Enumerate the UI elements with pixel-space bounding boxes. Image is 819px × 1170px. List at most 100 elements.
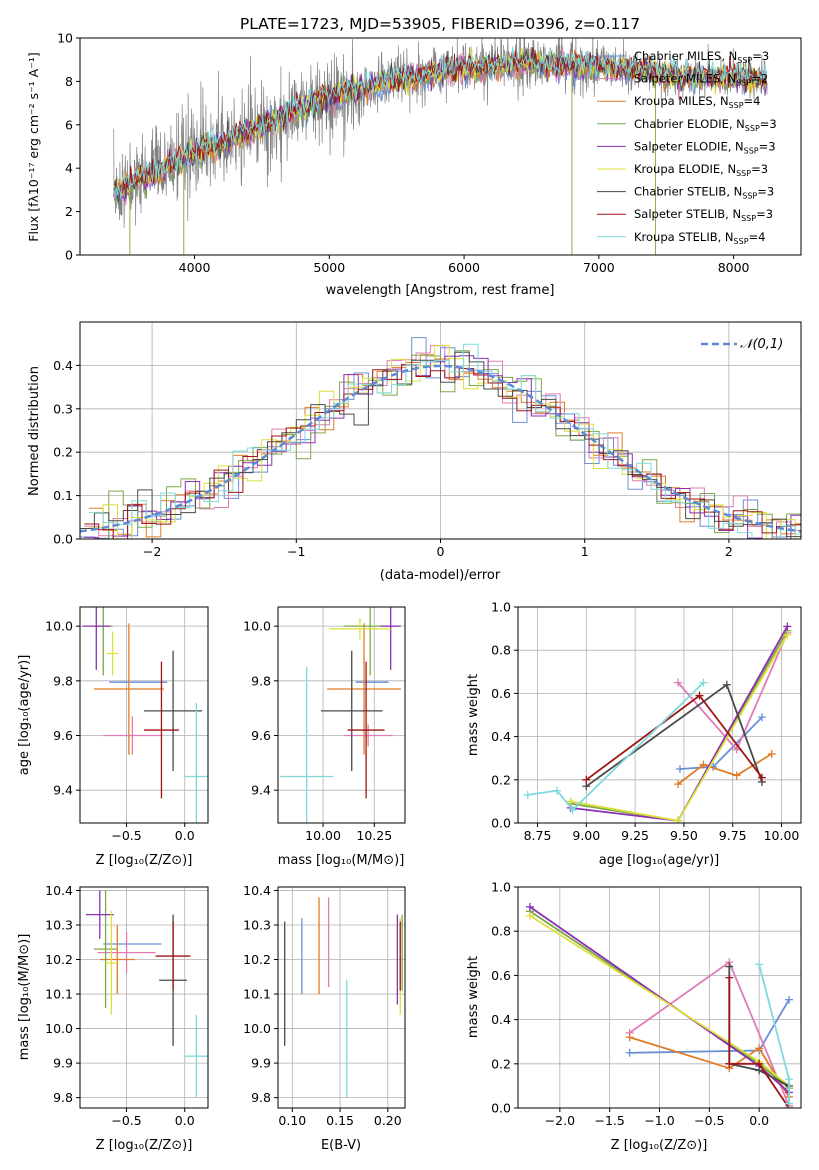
weight-marker bbox=[722, 680, 731, 689]
xlabel-spectrum: wavelength [Angstrom, rest frame] bbox=[326, 283, 555, 298]
weight-marker bbox=[625, 1033, 634, 1042]
weight-marker bbox=[582, 775, 591, 784]
xtick-label: 1 bbox=[581, 544, 589, 559]
ytick-label: 0.4 bbox=[491, 729, 511, 744]
errorbar-point bbox=[93, 623, 164, 755]
weight-line bbox=[728, 977, 790, 1108]
errorbar-point bbox=[380, 607, 401, 670]
weight-marker bbox=[732, 771, 741, 780]
ytick-label: 4 bbox=[65, 161, 73, 176]
ytick-label: 8 bbox=[65, 74, 73, 89]
errorbar-point bbox=[144, 661, 179, 799]
axes-frame-age-vs-mass bbox=[277, 606, 406, 824]
panel-weight-vs-age: 8.75 9.00 9.25 9.50 9.75 10.00 0.0 0.2 0.4 0.6 0.8… bbox=[466, 600, 802, 868]
axes-frame-mass-vs-EBV bbox=[277, 886, 406, 1109]
ytick-label: 2 bbox=[65, 204, 73, 219]
ytick-label: 10.0 bbox=[45, 619, 73, 634]
weight-series bbox=[566, 622, 792, 823]
ylabel-weight-vs-Z: mass weight bbox=[466, 956, 481, 1038]
weight-marker bbox=[525, 902, 534, 911]
xtick-label: 0 bbox=[437, 544, 445, 559]
errorbar-point bbox=[93, 890, 118, 1008]
xtick-label: −1 bbox=[287, 544, 305, 559]
weight-marker bbox=[674, 816, 683, 823]
errorbar-point bbox=[321, 650, 383, 772]
ytick-label: 1.0 bbox=[491, 880, 511, 895]
xtick-label: −2 bbox=[143, 544, 161, 559]
ytick-label: 9.8 bbox=[53, 1090, 73, 1105]
weight-marker bbox=[785, 1075, 794, 1084]
panel-spectrum: 4000 5000 6000 7000 8000 0 2 4 6 8 10 wavelength [… bbox=[26, 31, 802, 298]
panel-age-vs-Z: −0.5 0.0 9.4 9.6 9.8 10.0 Z [log₁₀(Z/Z⊙)] age… bbox=[17, 606, 209, 868]
ylabel-spectrum: Flux [fλ10⁻¹⁷ erg cm⁻² s⁻¹ A⁻¹] bbox=[26, 52, 41, 241]
residual-histogram bbox=[84, 355, 801, 539]
xlabel-age-vs-mass: mass [log₁₀(M/M⊙)] bbox=[278, 853, 405, 868]
legend-entry: Chabrier STELIB, NSSP=3 bbox=[634, 185, 774, 201]
weight-marker bbox=[783, 622, 792, 631]
weight-marker bbox=[767, 749, 776, 758]
panel-weight-vs-Z: −2.0 −1.5 −1.0 −0.5 0.0 0.0 0.2 0.4 0.6 0.8 1.0 Z … bbox=[466, 880, 802, 1153]
ytick-label: 0.0 bbox=[491, 816, 511, 831]
xtick-label: 9.00 bbox=[572, 828, 600, 843]
legend-entry: Chabrier MILES, NSSP=3 bbox=[634, 49, 769, 65]
weight-series bbox=[582, 680, 766, 791]
ytick-label: 10 bbox=[57, 31, 73, 46]
weight-line bbox=[570, 630, 789, 822]
ytick-label: 0.2 bbox=[491, 772, 511, 787]
xtick-label: 7000 bbox=[583, 260, 615, 275]
xtick-label: 0.15 bbox=[326, 1113, 354, 1128]
residual-histogram bbox=[88, 343, 801, 539]
weight-marker bbox=[566, 797, 575, 806]
errorbar-point bbox=[103, 716, 162, 755]
weight-marker bbox=[674, 678, 683, 687]
axes-frame-mass-vs-Z bbox=[79, 886, 209, 1109]
xlabel-mass-vs-EBV: E(B-V) bbox=[321, 1138, 361, 1153]
ylabel-mass-vs-Z: mass [log₁₀(M/M⊙)] bbox=[17, 934, 32, 1061]
ylabel-weight-vs-age: mass weight bbox=[466, 674, 481, 756]
weight-marker bbox=[568, 806, 577, 815]
errorbar-point bbox=[105, 911, 118, 1015]
legend-entry: Kroupa STELIB, NSSP=4 bbox=[634, 230, 765, 246]
xtick-label: 10.00 bbox=[764, 828, 800, 843]
xlabel-residuals: (data-model)/error bbox=[380, 568, 501, 583]
errorbar-point bbox=[184, 702, 208, 823]
xtick-label: −1.0 bbox=[644, 1113, 674, 1128]
legend-entry: Salpeter ELODIE, NSSP=3 bbox=[634, 139, 776, 155]
ylabel-age-vs-Z: age [log₁₀(age/yr)] bbox=[17, 655, 32, 776]
normal-reference-curve bbox=[80, 364, 801, 533]
weight-marker bbox=[523, 790, 532, 799]
xlabel-weight-vs-age: age [log₁₀(age/yr)] bbox=[599, 853, 720, 868]
ytick-label: 0.3 bbox=[53, 401, 73, 416]
weight-marker bbox=[699, 678, 708, 687]
errorbar-point bbox=[82, 607, 111, 670]
legend-spectrum: Chabrier MILES, NSSP=3 Salpeter MILES, NS… bbox=[597, 49, 777, 246]
ytick-label: 6 bbox=[65, 117, 73, 132]
panel-mass-vs-EBV: 0.10 0.15 0.20 9.8 9.9 10.0 10.1 10.2 10.3 10.4 E… bbox=[243, 883, 406, 1153]
figure-title: PLATE=1723, MJD=53905, FIBERID=0396, z=0… bbox=[240, 15, 640, 33]
ytick-label: 9.4 bbox=[251, 783, 271, 798]
weight-marker bbox=[725, 973, 734, 982]
weight-marker bbox=[725, 962, 734, 971]
xtick-label: −0.5 bbox=[111, 828, 141, 843]
panel-age-vs-mass: 10.00 10.25 9.4 9.6 9.8 10.0 mass [log₁₀(M/M⊙… bbox=[243, 606, 406, 868]
weight-marker bbox=[755, 1044, 764, 1053]
weight-line bbox=[527, 681, 705, 812]
weight-series bbox=[582, 691, 766, 784]
ytick-label: 10.1 bbox=[45, 987, 73, 1002]
weight-marker bbox=[785, 995, 794, 1004]
weight-line bbox=[677, 753, 773, 785]
legend-entry: Kroupa MILES, NSSP=4 bbox=[634, 94, 760, 110]
ytick-label: 0.0 bbox=[491, 1101, 511, 1116]
xtick-label: 0.0 bbox=[175, 828, 195, 843]
weight-marker bbox=[783, 631, 792, 640]
errorbar-point bbox=[97, 931, 156, 974]
xtick-label: 8000 bbox=[718, 260, 750, 275]
ytick-label: 10.4 bbox=[45, 883, 73, 898]
ytick-label: 0.4 bbox=[491, 1012, 511, 1027]
weight-marker bbox=[674, 780, 683, 789]
weight-marker bbox=[757, 773, 766, 782]
ytick-label: 9.4 bbox=[53, 783, 73, 798]
xtick-label: 5000 bbox=[313, 260, 345, 275]
xlabel-weight-vs-Z: Z [log₁₀(Z/Z⊙)] bbox=[611, 1138, 708, 1153]
xtick-label: 4000 bbox=[179, 260, 211, 275]
